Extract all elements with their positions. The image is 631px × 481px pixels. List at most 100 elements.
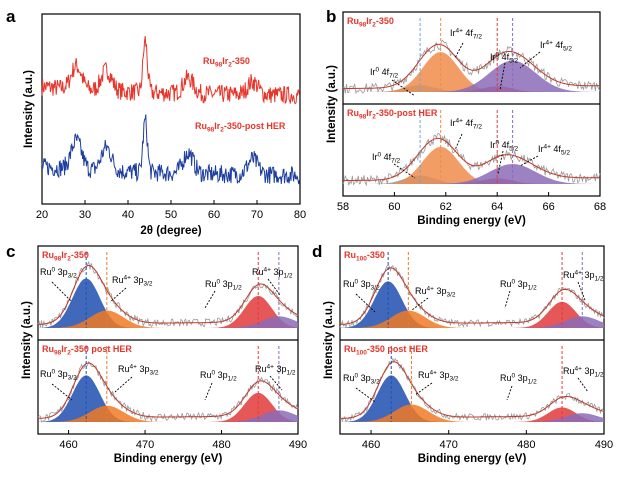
peak-label: Ru0 3p1/2 — [200, 370, 237, 383]
peak-label: Ru4+ 3p1/2 — [563, 270, 604, 283]
x-tick-label: 60 — [388, 201, 400, 213]
label-arrow — [454, 133, 463, 151]
x-axis-label: Binding energy (eV) — [418, 453, 527, 465]
x-tick-label: 68 — [594, 201, 606, 213]
label-arrow — [51, 383, 73, 401]
raw-spectrum — [342, 39, 601, 95]
label-arrow — [577, 377, 589, 393]
series-label: Ru98Ir2-350 — [203, 56, 250, 69]
x-tick-label: 30 — [79, 209, 91, 221]
x-tick-label: 40 — [122, 209, 134, 221]
subpanel-title: Ru100-350 post HER — [344, 344, 428, 357]
label-arrow — [391, 79, 416, 97]
raw-spectrum — [339, 264, 605, 328]
x-tick-label: 20 — [36, 209, 48, 221]
peak-component — [38, 316, 298, 328]
peak-label: Ru4+ 3p3/2 — [118, 364, 159, 377]
fit-envelope — [340, 361, 605, 419]
peak-label: Ir0 4f7/2 — [372, 152, 401, 165]
peak-label: Ru4+ 3p3/2 — [112, 275, 153, 288]
peak-component — [340, 404, 604, 422]
fit-envelope — [37, 264, 299, 325]
x-axis-label: Binding energy (eV) — [114, 453, 223, 465]
label-arrow — [269, 375, 283, 391]
fit-envelope — [343, 137, 600, 182]
peak-component — [340, 310, 604, 328]
peak-label: Ru0 3p3/2 — [343, 279, 380, 292]
label-arrow — [506, 385, 513, 401]
peak-label: Ir4+ 4f7/2 — [450, 28, 482, 41]
x-tick-label: 460 — [59, 439, 77, 451]
y-axis-label: Intensity (a.u.) — [21, 301, 33, 379]
raw-spectrum — [37, 360, 299, 423]
y-axis-label: Intensity (a.u.) — [326, 65, 338, 143]
peak-label: Ru4+ 3p1/2 — [563, 366, 604, 379]
peak-label: Ir0 4f5/2 — [490, 52, 519, 65]
peak-label: Ir4+ 4f5/2 — [540, 40, 572, 53]
subpanel-title: Ru98Ir2-350 — [42, 250, 89, 263]
y-axis-label: Intensity (a.u.) — [323, 301, 335, 379]
peak-label: Ir0 4f5/2 — [490, 140, 519, 153]
label-arrow — [51, 281, 73, 303]
peak-label: Ru4+ 3p3/2 — [418, 370, 459, 383]
x-tick-label: 470 — [136, 439, 154, 451]
peak-label: Ru0 3p3/2 — [40, 267, 77, 280]
x-axis-label: 2θ (degree) — [140, 225, 201, 237]
panel-a: a 20 30 40 50 60 70 80 2θ (degree) Intensity (a.u… — [6, 7, 306, 237]
peak-label: Ru0 3p3/2 — [343, 373, 380, 386]
x-tick-label: 480 — [517, 439, 535, 451]
panel-letter-c: c — [6, 242, 15, 261]
label-arrow — [393, 163, 416, 179]
x-tick-label: 490 — [289, 439, 307, 451]
label-arrow — [355, 387, 376, 403]
peak-label: Ru0 3p1/2 — [205, 279, 242, 292]
peak-label: Ru4+ 3p1/2 — [255, 364, 296, 377]
label-arrow — [414, 382, 433, 396]
subpanel-title: Ru98Ir2-350 — [347, 16, 394, 29]
subpanel-title: Ru100-350 — [344, 250, 385, 263]
x-tick-label: 62 — [440, 201, 452, 213]
fit-envelope — [343, 43, 600, 90]
panel-letter-a: a — [6, 7, 16, 26]
peak-label: Ir4+ 4f7/2 — [450, 118, 482, 131]
panel-c: c 460 470 480 490 Binding energy (eV) Intensit… — [6, 242, 307, 465]
x-tick-label: 64 — [491, 201, 503, 213]
x-tick-label: 50 — [165, 209, 177, 221]
label-arrow — [519, 51, 541, 69]
panel-letter-b: b — [326, 7, 336, 26]
peak-label: Ir0 4f7/2 — [370, 67, 399, 80]
y-axis-label: Intensity (a.u.) — [23, 70, 35, 148]
fit-envelope — [37, 362, 299, 419]
x-tick-label: 470 — [440, 439, 458, 451]
peak-component — [343, 146, 600, 184]
label-arrow — [504, 290, 511, 309]
x-tick-label: 460 — [362, 439, 380, 451]
x-tick-label: 70 — [251, 209, 263, 221]
label-arrow — [499, 62, 506, 91]
peak-component — [343, 60, 600, 92]
peak-component — [340, 413, 604, 422]
label-arrow — [109, 287, 127, 303]
panel-letter-d: d — [312, 242, 322, 261]
label-arrow — [204, 290, 216, 309]
label-arrow — [204, 382, 213, 401]
peak-label: Ru0 3p3/2 — [40, 369, 77, 382]
peak-component — [343, 164, 600, 184]
x-tick-label: 60 — [208, 209, 220, 221]
label-arrow — [114, 376, 133, 393]
peak-component — [38, 410, 298, 422]
x-tick-label: 480 — [212, 439, 230, 451]
peak-label: Ru4+ 3p3/2 — [415, 286, 456, 299]
panel-b: b 58 60 62 64 66 68 Binding energy (eV) Intensit… — [326, 7, 606, 227]
subpanel-title: Ru98Ir2-350-post HER — [347, 108, 438, 121]
peak-component — [340, 316, 604, 328]
x-axis-label: Binding energy (eV) — [417, 215, 526, 227]
label-arrow — [454, 42, 464, 59]
peak-label: Ru4+ 3p1/2 — [252, 267, 293, 280]
x-tick-label: 490 — [595, 439, 613, 451]
xrd-line-pristine — [41, 36, 300, 105]
label-arrow — [355, 293, 376, 313]
series-label: Ru98Ir2-350-post HER — [195, 121, 286, 134]
peak-component — [38, 405, 298, 422]
